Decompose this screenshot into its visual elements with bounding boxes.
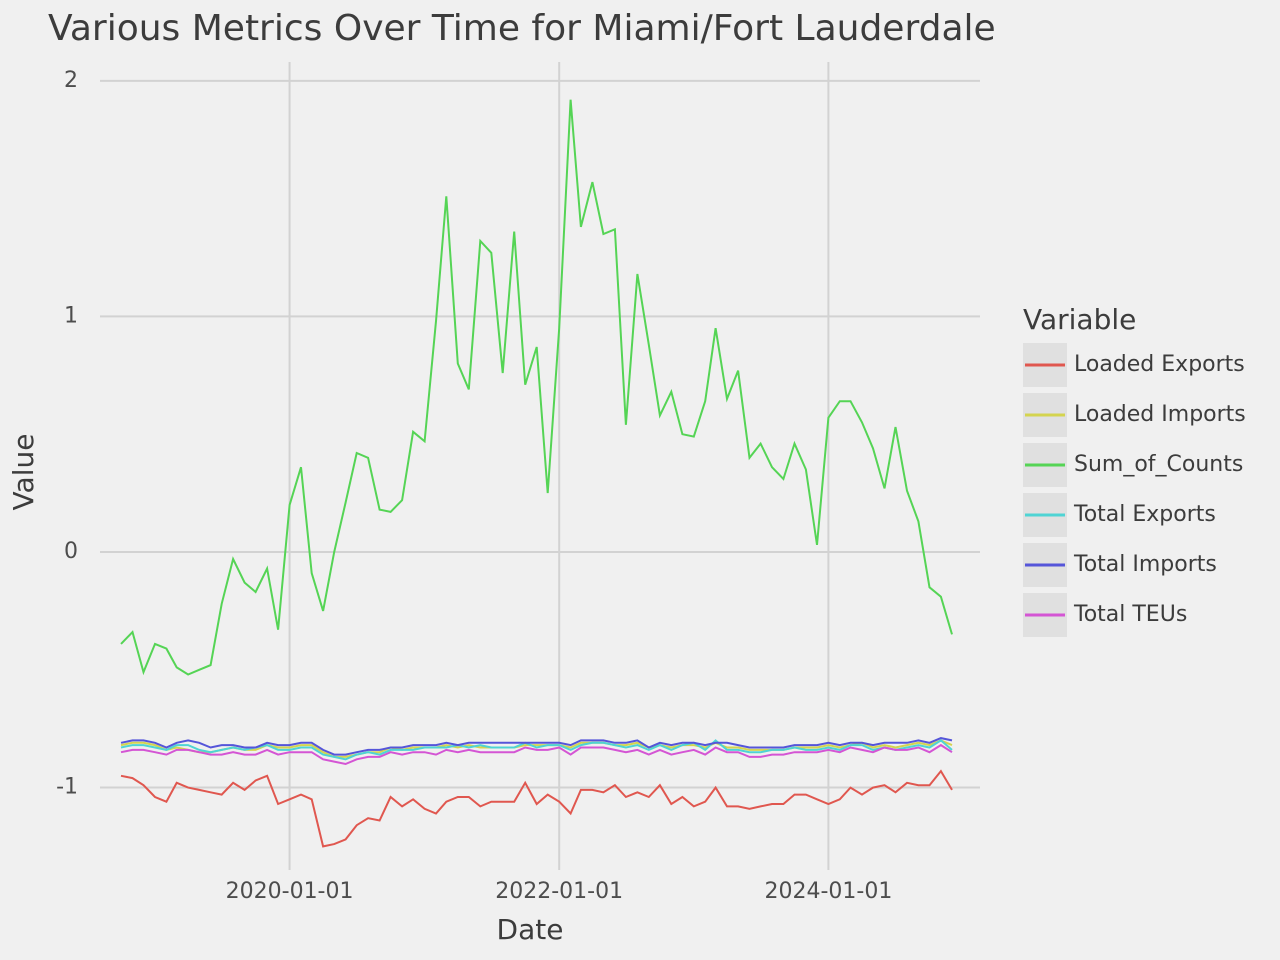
- legend-title: Variable: [1023, 303, 1136, 336]
- x-axis-label: Date: [497, 913, 564, 946]
- legend-label: Total Imports: [1073, 552, 1217, 577]
- y-tick-label: -1: [56, 775, 78, 800]
- x-tick-label: 2022-01-01: [495, 879, 623, 904]
- series-line: [120, 99, 953, 676]
- y-tick-label: 0: [64, 539, 78, 564]
- x-tick-label: 2024-01-01: [764, 879, 892, 904]
- y-tick-label: 2: [64, 68, 78, 93]
- series-line: [120, 743, 953, 766]
- series-line: [120, 769, 953, 848]
- legend-label: Total Exports: [1073, 502, 1216, 527]
- series-line: [120, 739, 953, 758]
- x-tick-label: 2020-01-01: [226, 879, 354, 904]
- legend-label: Sum_of_Counts: [1074, 452, 1243, 477]
- series-line: [120, 737, 953, 756]
- legend-label: Loaded Exports: [1074, 352, 1245, 377]
- chart-title: Various Metrics Over Time for Miami/Fort…: [48, 8, 996, 49]
- y-axis-label: Value: [7, 434, 40, 511]
- y-tick-label: 1: [64, 303, 78, 328]
- legend-label: Loaded Imports: [1074, 402, 1246, 427]
- legend-label: Total TEUs: [1073, 602, 1187, 627]
